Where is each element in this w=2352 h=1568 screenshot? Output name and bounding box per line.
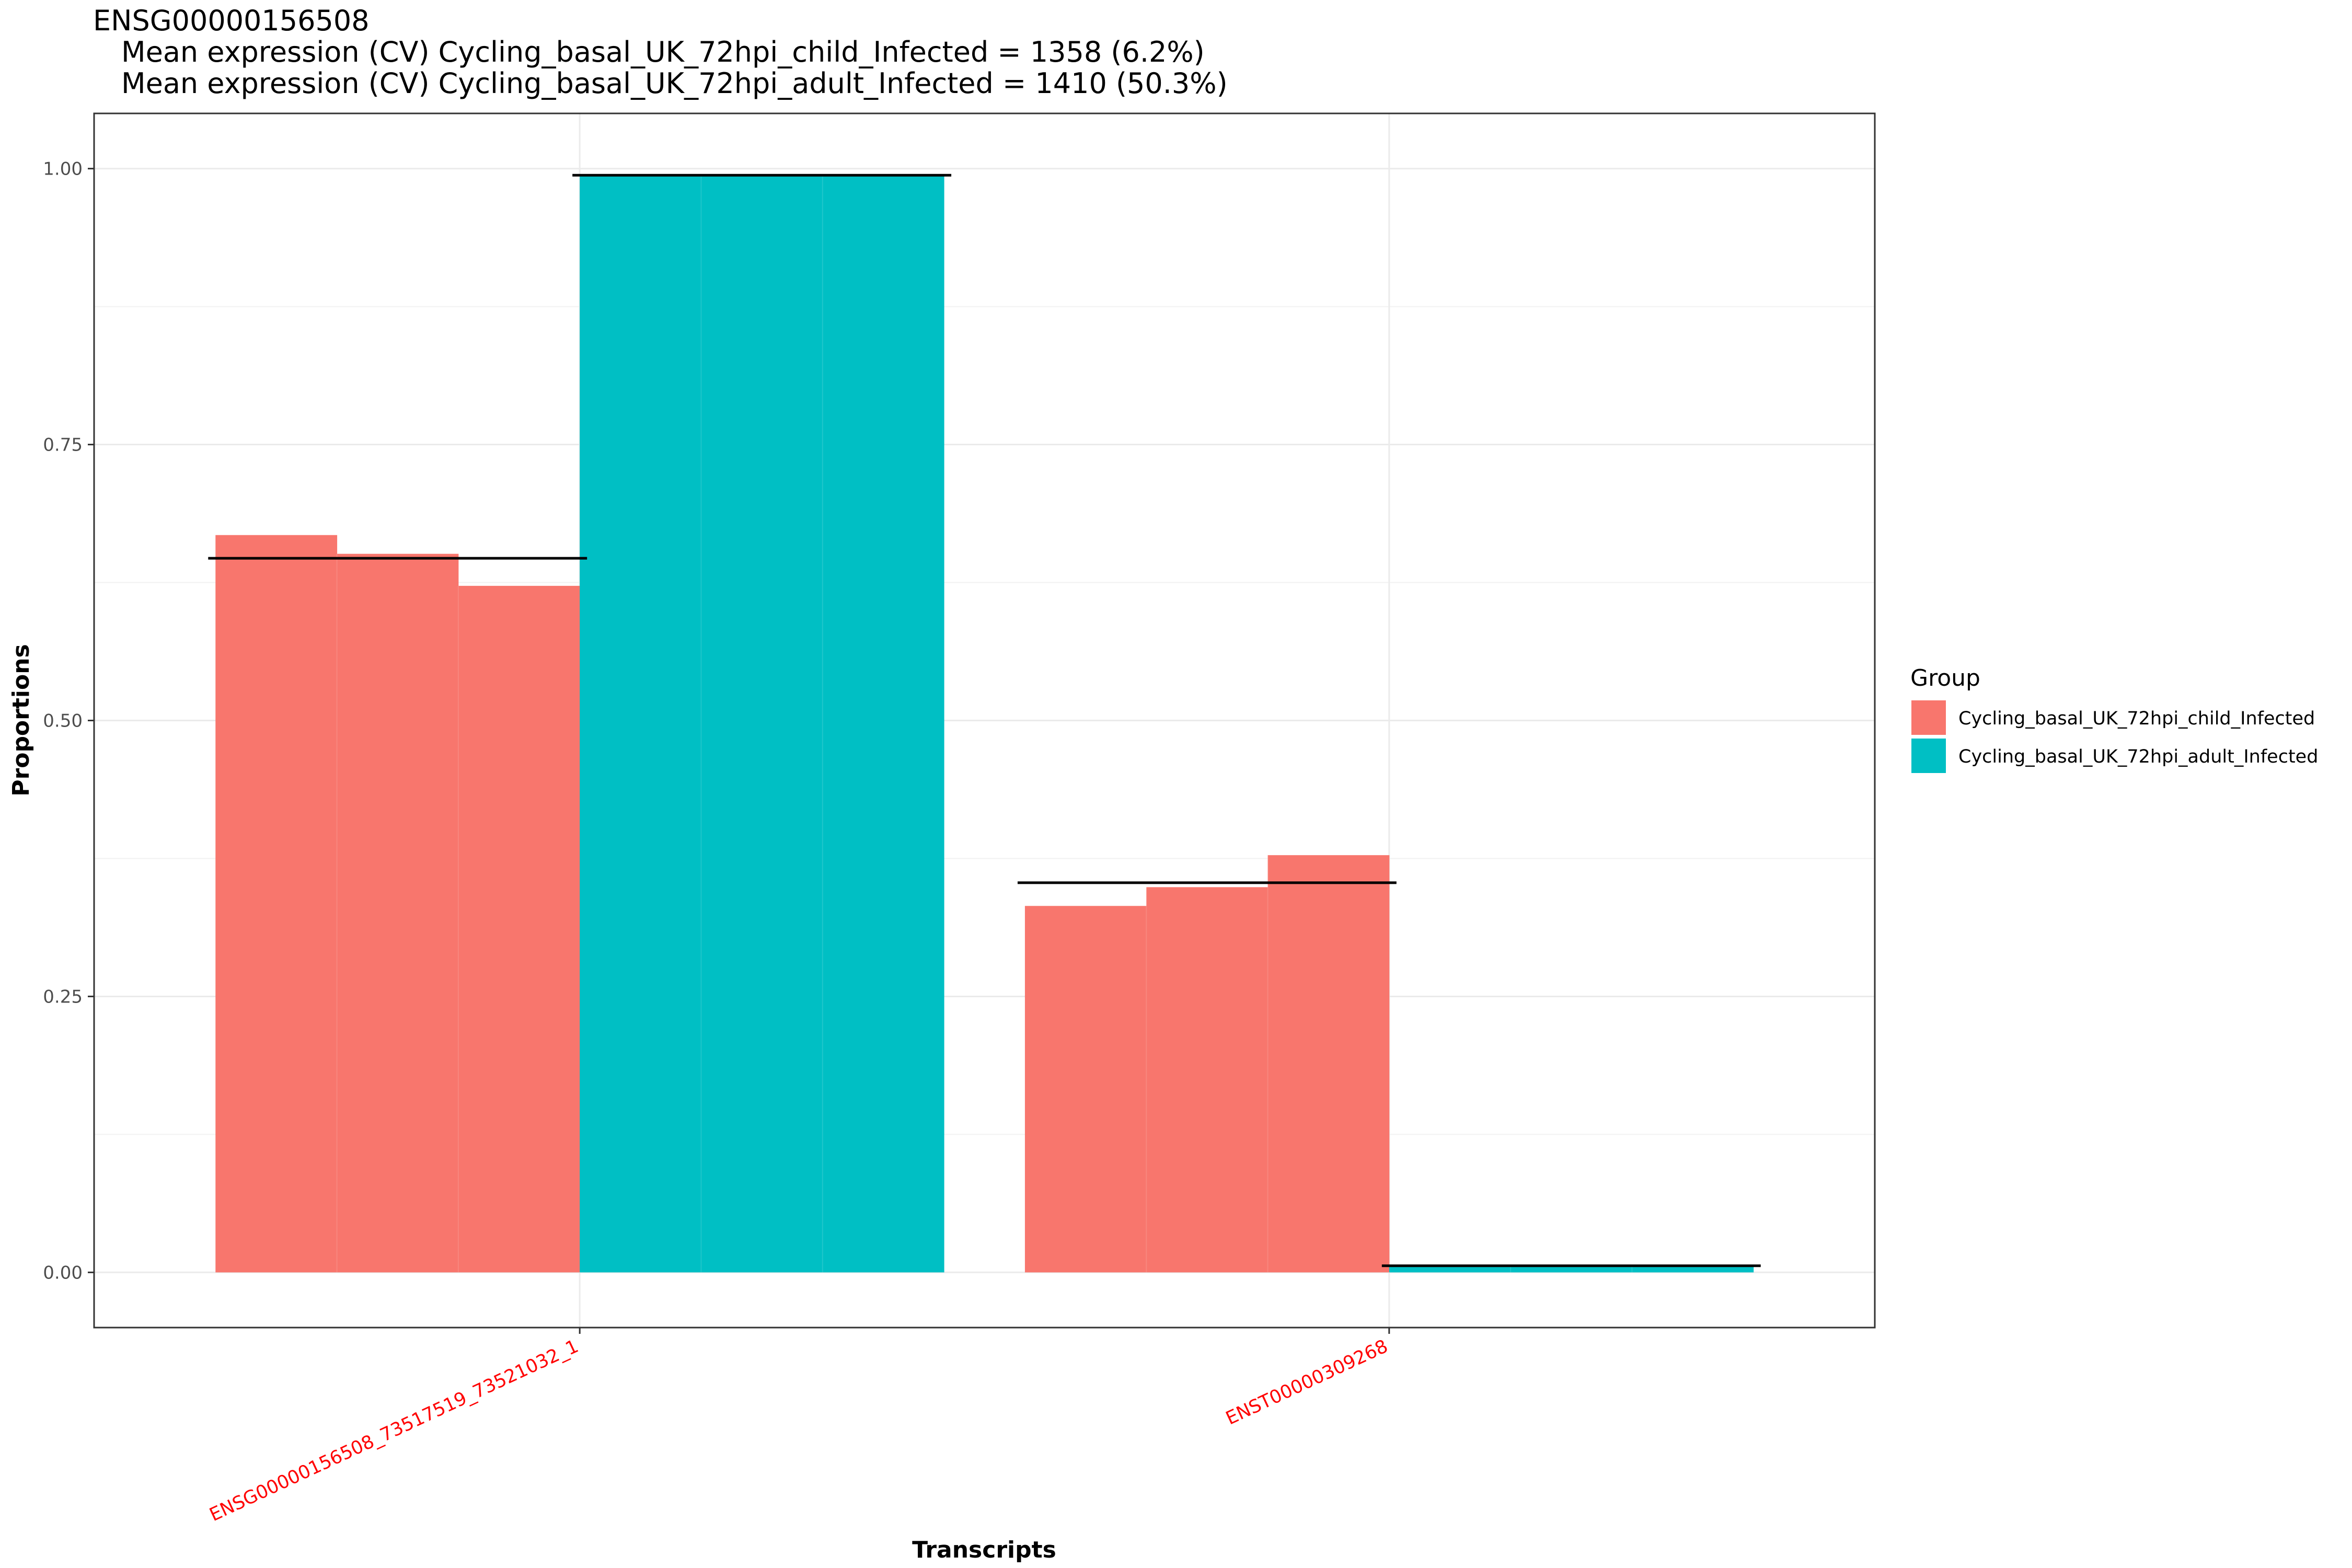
y-tick-label: 0.75 bbox=[43, 435, 83, 456]
chart-subtitle-line-2: Mean expression (CV) Cycling_basal_UK_72… bbox=[121, 67, 1228, 100]
bars bbox=[215, 175, 1754, 1273]
bar bbox=[215, 535, 338, 1273]
legend-items: Cycling_basal_UK_72hpi_child_Infected Cyc… bbox=[1911, 700, 2318, 773]
bar bbox=[822, 175, 944, 1273]
chart-title: ENSG00000156508 bbox=[93, 4, 370, 37]
bar bbox=[1146, 887, 1269, 1273]
x-tick-label: ENSG00000156508_73517519_73521032_1 bbox=[206, 1336, 582, 1526]
legend-title: Group bbox=[1910, 665, 1980, 691]
bar bbox=[1511, 1265, 1632, 1273]
bar bbox=[1267, 855, 1390, 1273]
y-tick-label: 1.00 bbox=[43, 159, 83, 180]
y-tick-label: 0.25 bbox=[43, 986, 83, 1007]
bar bbox=[1024, 906, 1147, 1273]
x-tick-label: ENST00000309268 bbox=[1223, 1336, 1391, 1429]
x-axis-title: Transcripts bbox=[912, 1537, 1056, 1563]
legend: Group Cycling_basal_UK_72hpi_child_Infec… bbox=[1910, 665, 2318, 773]
y-tick-label: 0.00 bbox=[43, 1262, 83, 1283]
y-axis-title: Proportions bbox=[8, 644, 34, 796]
bar bbox=[580, 175, 701, 1273]
chart-subtitle-line-1: Mean expression (CV) Cycling_basal_UK_72… bbox=[121, 36, 1205, 68]
y-tick-label: 0.50 bbox=[43, 711, 83, 732]
bar bbox=[1389, 1265, 1511, 1273]
bar bbox=[337, 554, 459, 1273]
bar bbox=[701, 175, 823, 1273]
legend-label: Cycling_basal_UK_72hpi_child_Infected bbox=[1958, 708, 2315, 729]
bar bbox=[1632, 1265, 1754, 1273]
y-axis-ticks: 0.00 0.25 0.50 0.75 1.00 bbox=[43, 159, 94, 1283]
plot-panel bbox=[93, 112, 1876, 1329]
bar bbox=[458, 585, 580, 1273]
legend-swatch bbox=[1911, 700, 1946, 735]
x-axis-ticks: ENSG00000156508_73517519_73521032_1 ENST0… bbox=[206, 1328, 1391, 1526]
legend-label: Cycling_basal_UK_72hpi_adult_Infected bbox=[1958, 746, 2318, 767]
mean-lines bbox=[208, 174, 1761, 1267]
legend-swatch bbox=[1911, 739, 1946, 773]
